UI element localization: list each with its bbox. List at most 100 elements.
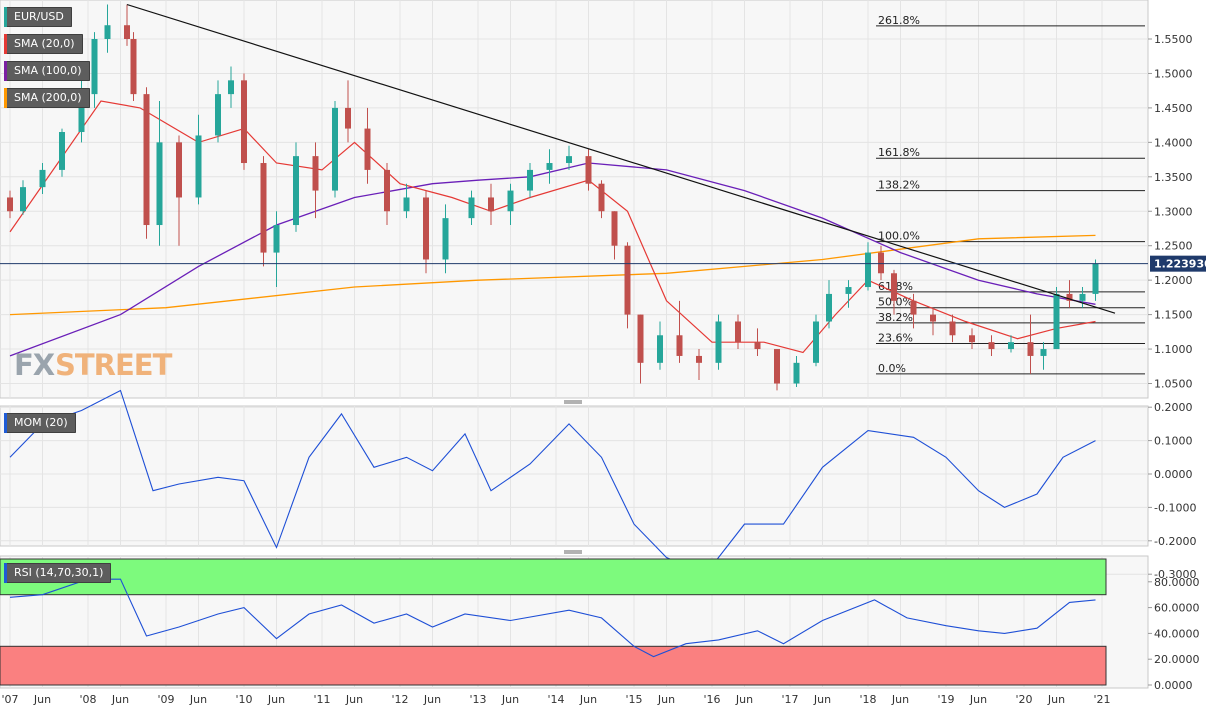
candle [91, 32, 98, 108]
momentum-panel[interactable] [0, 405, 1149, 547]
candle [878, 245, 884, 281]
last-price-line: 1.223930 [0, 255, 1212, 272]
time-tick-label: Jun [423, 693, 441, 706]
price-tick-label: 1.4500 [1154, 102, 1193, 115]
candle [793, 355, 800, 387]
price-tick-label: 1.1500 [1154, 309, 1193, 322]
candle [930, 307, 936, 336]
candle [468, 190, 475, 226]
candle-body [423, 197, 429, 260]
candle-body [130, 39, 137, 95]
candle-body [865, 252, 871, 288]
candle [546, 149, 553, 184]
last-price-label: 1.223930 [1154, 258, 1212, 271]
candle [813, 314, 819, 367]
candle [273, 211, 280, 288]
candle [130, 32, 137, 102]
legend-label: MOM (20) [14, 416, 68, 429]
candle [228, 66, 234, 108]
time-tick-label: '20 [1015, 693, 1032, 706]
candle [910, 293, 917, 329]
candle [527, 163, 533, 198]
candle-body [215, 94, 221, 136]
candle-body [364, 128, 371, 170]
sma-100-line [9, 162, 1096, 357]
panel-resize-handle[interactable] [564, 400, 582, 404]
candle [566, 145, 572, 170]
candle-body [1066, 293, 1073, 301]
price-axis: 1.5500 1.5000 1.4500 1.4000 1.3500 1.3000 1.25… [1148, 33, 1193, 391]
rsi-line [9, 578, 1096, 658]
price-tick-label: 1.4000 [1154, 136, 1193, 149]
legend-sma-100[interactable]: SMA (100,0) [4, 61, 90, 81]
time-tick-label: '13 [469, 693, 486, 706]
candle [657, 321, 663, 370]
time-axis: '07 Jun '08 Jun '09 Jun '10 Jun '11 Jun '12 Jun '13 J… [1, 693, 1110, 706]
candle-body [104, 25, 111, 39]
candle [949, 314, 956, 343]
candle [1008, 335, 1014, 353]
candle [1040, 342, 1047, 370]
candle-body [1079, 293, 1086, 301]
rsi-tick-label: 60.0000 [1154, 602, 1200, 615]
candle [1066, 280, 1073, 308]
candle-body [78, 94, 85, 133]
price-panel[interactable] [0, 0, 1149, 399]
price-tick-label: 1.5500 [1154, 33, 1193, 46]
last-price-badge [1150, 255, 1206, 272]
candle-body [468, 197, 475, 219]
gridlines [0, 0, 1148, 688]
candle [637, 314, 644, 384]
candle-body [7, 197, 13, 212]
legend-momentum[interactable]: MOM (20) [4, 413, 76, 433]
candle-body [910, 300, 917, 315]
fib-label: 0.0% [878, 362, 906, 375]
candle [241, 73, 247, 170]
candle-body [1008, 342, 1014, 350]
candle-body [273, 225, 280, 253]
time-tick-label: '08 [79, 693, 96, 706]
candle [104, 4, 111, 53]
candle [585, 149, 592, 191]
rsi-oversold-zone [0, 645, 1107, 686]
momentum-line [9, 389, 1096, 575]
momentum-tick-label: 0.0000 [1154, 468, 1193, 481]
time-tick-label: '19 [937, 693, 954, 706]
candle [715, 314, 722, 370]
candle-body [91, 39, 98, 95]
candle [143, 87, 150, 239]
candle-body [403, 197, 410, 212]
candle-body [1027, 342, 1034, 356]
candle [507, 183, 514, 226]
candle-body [488, 197, 494, 212]
candle [215, 80, 221, 143]
candle-body [332, 107, 338, 191]
legend-sma-200[interactable]: SMA (200,0) [4, 88, 90, 108]
candle [1027, 314, 1034, 374]
candle [345, 80, 351, 143]
candle-body [754, 342, 761, 350]
legend-label: EUR/USD [14, 10, 64, 23]
candle-body [585, 156, 592, 184]
legend-label: RSI (14,70,30,1) [14, 566, 104, 579]
legend-sma-20[interactable]: SMA (20,0) [4, 34, 83, 54]
candle-body [611, 211, 618, 246]
candle [826, 280, 832, 329]
time-tick-label: Jun [501, 693, 519, 706]
panel-resize-handle[interactable] [564, 550, 582, 554]
time-tick-label: '18 [859, 693, 876, 706]
fib-label: 23.6% [878, 332, 913, 345]
candle-body [624, 245, 631, 315]
candle [1079, 287, 1086, 308]
candle-body [546, 163, 553, 170]
legend-label: SMA (200,0) [14, 91, 82, 104]
time-tick-label: '11 [313, 693, 330, 706]
candle [156, 101, 163, 246]
candle-body [826, 293, 832, 322]
candles [7, 4, 1099, 391]
legend-rsi[interactable]: RSI (14,70,30,1) [4, 563, 112, 583]
legend-eurusd[interactable]: EUR/USD [4, 7, 72, 27]
candle-body [195, 135, 202, 198]
candle [59, 128, 65, 177]
